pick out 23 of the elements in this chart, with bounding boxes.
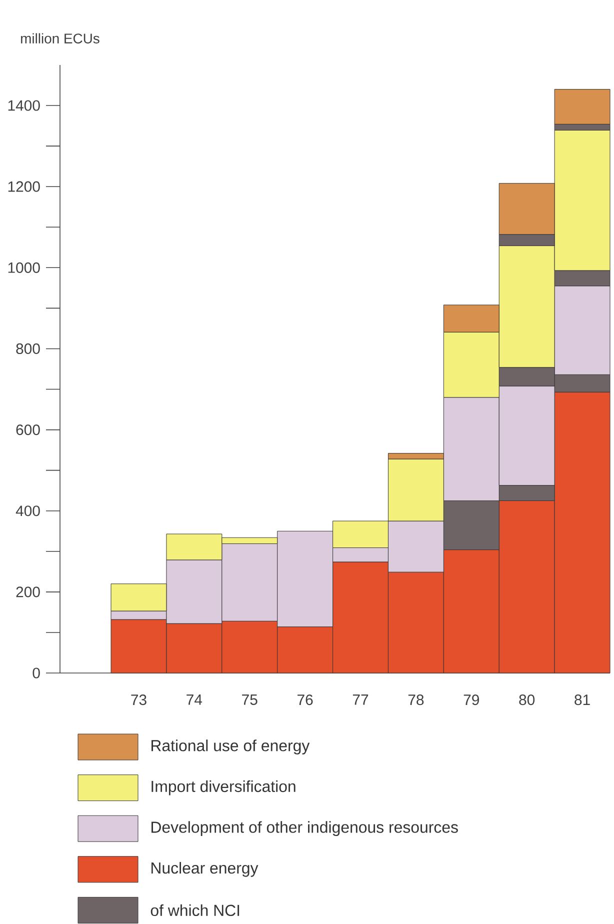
y-tick-label: 1000: [8, 262, 40, 273]
x-tick-label: 77: [352, 694, 368, 705]
x-tick-label: 81: [574, 694, 590, 706]
y-tick-label: 1400: [8, 100, 40, 111]
x-tick-label: 74: [186, 694, 202, 705]
y-axis-title: million ECUs: [21, 33, 100, 44]
y-tick-label: 800: [16, 343, 40, 354]
y-tick-label: 600: [16, 424, 40, 436]
x-tick-label: 75: [242, 694, 258, 705]
x-tick-label: 76: [298, 694, 313, 706]
x-tick-label: 78: [408, 694, 424, 706]
x-tick-label: 80: [519, 694, 535, 706]
legend-label: Rational use of energy: [152, 740, 310, 754]
legend-label: Nuclear energy: [152, 862, 258, 877]
y-tick-label: 200: [16, 586, 40, 598]
legend-label: Development of other indigenous resources: [152, 821, 458, 836]
x-tick-label: 79: [464, 694, 479, 706]
x-tick-label: 73: [131, 694, 146, 706]
legend-label: Import diversification: [152, 780, 296, 796]
y-tick-label: 1200: [8, 181, 40, 192]
legend-label: of which NCI: [150, 904, 240, 916]
y-tick-label: 0: [32, 668, 40, 678]
y-tick-label: 400: [16, 506, 40, 516]
